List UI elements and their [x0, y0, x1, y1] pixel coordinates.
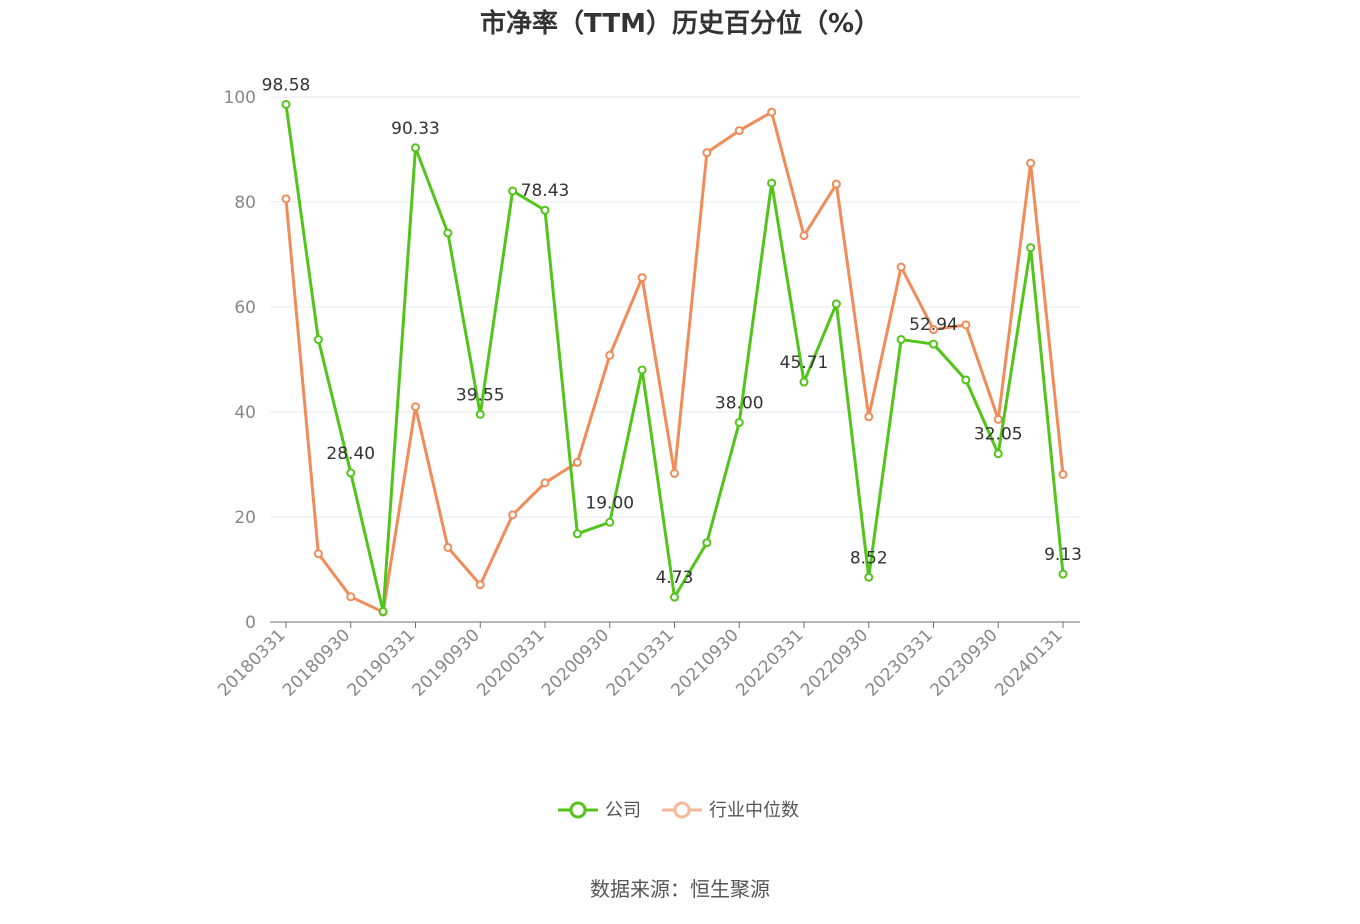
- data-point: [896, 335, 906, 345]
- data-point: [540, 205, 550, 215]
- data-point: [929, 339, 938, 349]
- data-label: 8.52: [850, 548, 888, 568]
- data-point: [961, 375, 971, 385]
- data-point: [993, 414, 1003, 424]
- data-label: 9.13: [1044, 545, 1082, 565]
- data-point: [605, 350, 615, 360]
- data-point: [896, 262, 906, 272]
- series-line: [284, 104, 1065, 613]
- data-point: [702, 538, 712, 548]
- data-point: [767, 178, 777, 188]
- data-point: [831, 299, 841, 309]
- data-labels: 98.58 28.40 90.33 39.55 78.43 19.00 4.73 38.00 4…: [262, 75, 1082, 588]
- data-label: 78.43: [521, 181, 570, 201]
- data-point: [1026, 243, 1036, 253]
- x-tick-label: 20220331: [732, 625, 807, 700]
- data-point: [670, 592, 679, 602]
- data-point: [508, 510, 518, 520]
- data-label: 28.40: [326, 444, 375, 464]
- series-line: [284, 110, 1065, 614]
- x-tick-label: 20210930: [667, 625, 742, 700]
- data-label: 90.33: [391, 119, 440, 139]
- data-label: 45.71: [780, 353, 829, 373]
- data-point: [346, 468, 356, 478]
- legend[interactable]: 公司 行业中位数: [558, 800, 799, 821]
- data-point: [864, 412, 874, 422]
- data-point: [864, 572, 874, 582]
- data-point: [508, 186, 518, 196]
- data-label: 39.55: [456, 385, 505, 405]
- data-point: [799, 377, 809, 387]
- y-tick-label: 100: [224, 88, 256, 108]
- data-point: [378, 607, 388, 616]
- data-point: [346, 592, 356, 602]
- data-point: [540, 478, 550, 488]
- data-point: [637, 273, 647, 283]
- y-tick-label: 0: [245, 613, 256, 633]
- x-tick-label: 20180331: [214, 625, 289, 700]
- data-label: 38.00: [715, 394, 764, 414]
- data-label: 19.00: [585, 493, 634, 513]
- data-label: 52.94: [909, 315, 958, 335]
- data-point: [831, 179, 841, 189]
- y-tick-label: 20: [234, 508, 256, 528]
- data-point: [475, 580, 485, 590]
- x-tick-label: 20190331: [344, 625, 419, 700]
- data-point: [993, 449, 1003, 459]
- data-point: [475, 409, 485, 419]
- data-point: [281, 99, 291, 109]
- data-point: [929, 325, 938, 335]
- x-tick-label: 20240131: [991, 625, 1066, 700]
- data-point: [605, 517, 615, 527]
- x-tick-label: 20200331: [473, 625, 548, 700]
- data-point: [443, 228, 453, 238]
- data-label: 98.58: [262, 75, 311, 95]
- data-point: [637, 365, 647, 375]
- x-tick-label: 20220930: [797, 625, 872, 700]
- legend-marker: [673, 801, 691, 819]
- source-note: 数据来源：恒生聚源: [590, 877, 770, 901]
- data-point: [1058, 569, 1068, 579]
- chart-title: 市净率（TTM）历史百分位（%）: [480, 8, 880, 39]
- data-point: [572, 457, 582, 467]
- data-point: [313, 549, 323, 559]
- legend-item[interactable]: 行业中位数: [662, 800, 799, 821]
- data-point: [411, 143, 420, 153]
- data-label: 32.05: [974, 425, 1023, 445]
- x-tick-label: 20190930: [408, 625, 483, 700]
- legend-label: 行业中位数: [709, 800, 799, 821]
- data-point: [281, 194, 291, 204]
- y-tick-label: 60: [234, 298, 256, 318]
- data-point: [443, 542, 453, 552]
- series-lines: [281, 99, 1068, 617]
- x-tick-label: 20230331: [862, 625, 937, 700]
- legend-item[interactable]: 公司: [558, 800, 641, 821]
- data-point: [734, 418, 744, 427]
- data-point: [1026, 158, 1036, 168]
- data-point: [799, 231, 809, 241]
- x-tick-label: 20210331: [603, 625, 678, 700]
- legend-marker: [569, 801, 587, 819]
- data-label: 4.73: [656, 568, 694, 588]
- y-tick-label: 40: [234, 403, 256, 423]
- data-point: [767, 107, 777, 117]
- data-point: [411, 402, 420, 412]
- y-tick-label: 80: [234, 193, 256, 213]
- data-point: [1058, 469, 1068, 479]
- data-point: [572, 529, 582, 539]
- data-point: [734, 126, 744, 136]
- legend-label: 公司: [605, 800, 641, 821]
- data-point: [702, 148, 712, 158]
- data-point: [313, 335, 323, 345]
- x-tick-label: 20200930: [538, 625, 613, 700]
- x-tick-label: 20180930: [279, 625, 354, 700]
- data-point: [670, 468, 679, 478]
- data-point: [961, 320, 971, 330]
- x-tick-label: 20230930: [926, 625, 1001, 700]
